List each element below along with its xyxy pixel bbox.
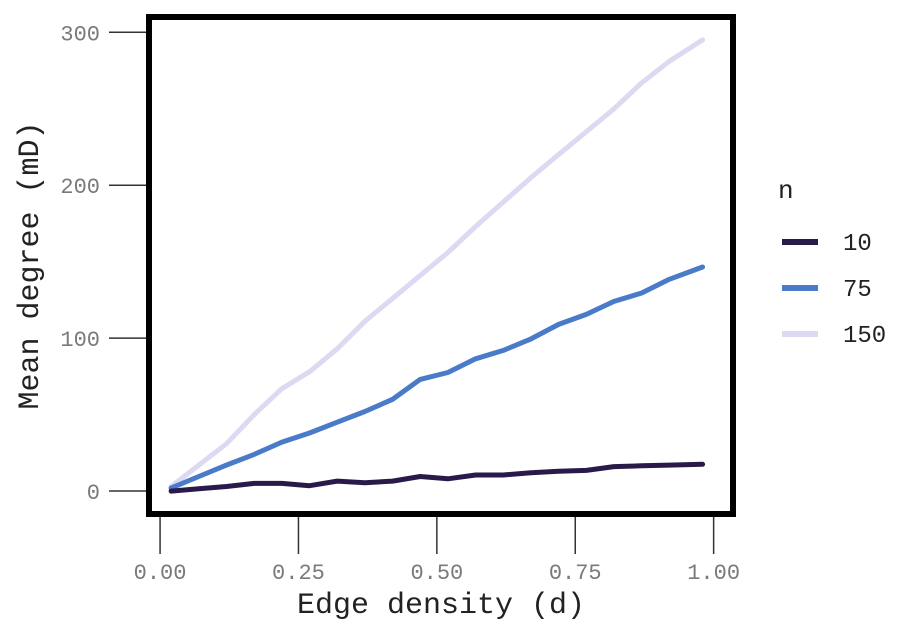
x-tick-label: 0.75 [549,561,602,586]
x-tick-label: 0.50 [410,561,463,586]
legend-label-150: 150 [843,323,886,350]
series-line-150 [168,37,706,489]
y-axis: 0 100 200 300 [60,22,146,506]
x-tick-label: 1.00 [687,561,740,586]
series-line-75 [168,264,706,491]
plot-lines [168,37,706,494]
legend-label-10: 10 [843,231,872,258]
x-axis-title: Edge density (d) [297,589,585,623]
x-axis: 0.00 0.25 0.50 0.75 1.00 [134,517,740,586]
y-tick-label: 100 [60,328,100,353]
series-line-10 [168,461,706,494]
x-tick-label: 0.25 [272,561,325,586]
y-tick-label: 300 [60,22,100,47]
y-tick-label: 200 [60,175,100,200]
plot-panel-border [146,14,736,517]
legend-label-75: 75 [843,277,872,304]
legend-title: n [778,176,794,206]
x-tick-label: 0.00 [134,561,187,586]
y-tick-label: 0 [87,481,100,506]
legend: 10 75 150 [782,231,886,350]
y-axis-title: Mean degree (mD) [14,121,48,409]
